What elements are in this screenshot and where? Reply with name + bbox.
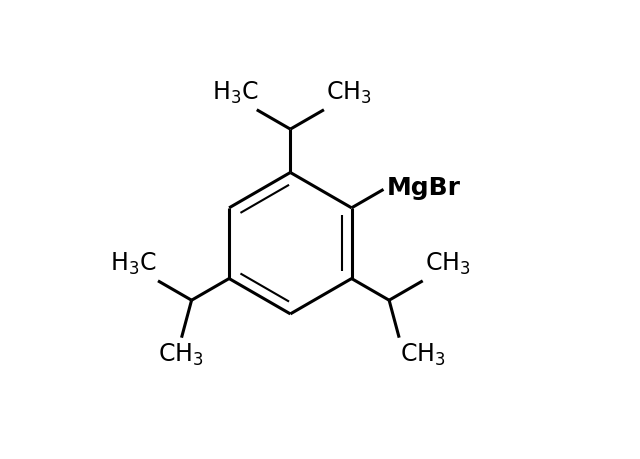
Text: $\mathregular{H_3C}$: $\mathregular{H_3C}$ <box>212 80 259 106</box>
Text: $\mathregular{CH_3}$: $\mathregular{CH_3}$ <box>400 342 445 369</box>
Text: $\mathregular{CH_3}$: $\mathregular{CH_3}$ <box>158 342 204 369</box>
Text: MgBr: MgBr <box>387 177 461 201</box>
Text: $\mathregular{CH_3}$: $\mathregular{CH_3}$ <box>326 80 371 106</box>
Text: $\mathregular{H_3C}$: $\mathregular{H_3C}$ <box>109 251 156 277</box>
Text: $\mathregular{CH_3}$: $\mathregular{CH_3}$ <box>424 251 470 277</box>
